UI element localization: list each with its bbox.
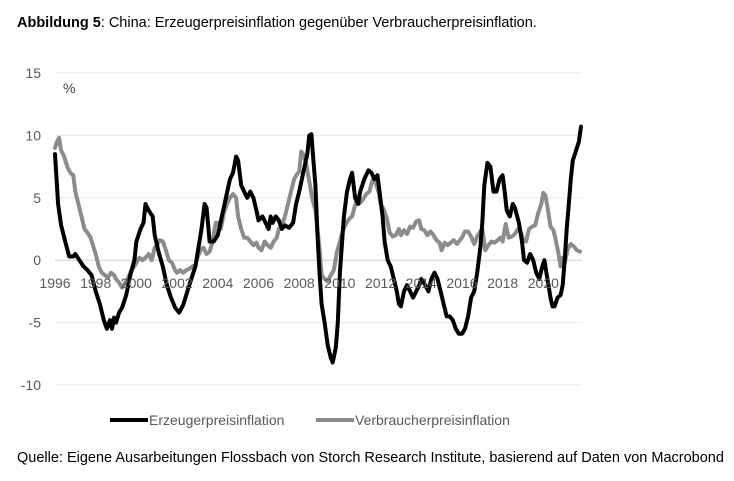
- x-tick-label: 1998: [80, 275, 111, 291]
- x-tick-label: 2012: [365, 275, 396, 291]
- x-tick-label: 2016: [446, 275, 477, 291]
- legend: Erzeugerpreisinflation Verbraucherpreisin…: [110, 412, 510, 428]
- caption-label: Abbildung 5: [17, 15, 101, 31]
- source-note: Quelle: Eigene Ausarbeitungen Flossbach …: [17, 450, 724, 466]
- series-lines: [53, 124, 583, 365]
- legend-cpi-label: Verbraucherpreisinflation: [355, 412, 510, 428]
- x-tick-label: 1996: [39, 275, 70, 291]
- y-tick-label: 0: [33, 252, 41, 268]
- x-tick-label: 2006: [243, 275, 274, 291]
- x-tick-label: 2018: [487, 275, 518, 291]
- figure-caption: Abbildung 5: China: Erzeugerpreisinflati…: [17, 14, 537, 32]
- x-axis-ticks: 1996 1998 2000 2002 2004 2006 2008 2010 2012 2014…: [39, 275, 559, 291]
- y-tick-label: -10: [21, 377, 41, 393]
- y-axis-ticks: 15 10 5 0 -5 -10: [21, 65, 41, 393]
- x-tick-label: 2008: [284, 275, 315, 291]
- x-tick-label: 2010: [324, 275, 355, 291]
- y-tick-label: 5: [33, 190, 41, 206]
- y-tick-label: 15: [25, 65, 41, 81]
- y-axis-unit-label: %: [63, 80, 75, 96]
- x-tick-label: 2020: [528, 275, 559, 291]
- legend-ppi-label: Erzeugerpreisinflation: [149, 412, 284, 428]
- y-tick-label: 10: [25, 127, 41, 143]
- chart: 15 10 5 0 -5 -10 % 1996 1998 2000 2002 2004 2006 20…: [0, 40, 734, 445]
- ppi-series-line: [53, 124, 583, 365]
- caption-text: : China: Erzeugerpreisinflation gegenübe…: [100, 15, 537, 31]
- x-tick-label: 2014: [406, 275, 437, 291]
- chart-svg: 15 10 5 0 -5 -10 % 1996 1998 2000 2002 2004 2006 20…: [21, 65, 583, 428]
- y-tick-label: -5: [29, 315, 42, 331]
- x-tick-label: 2002: [162, 275, 193, 291]
- x-tick-label: 2004: [202, 275, 233, 291]
- x-tick-label: 2000: [121, 275, 152, 291]
